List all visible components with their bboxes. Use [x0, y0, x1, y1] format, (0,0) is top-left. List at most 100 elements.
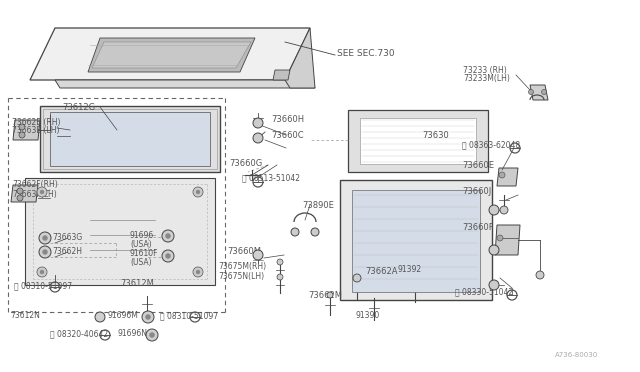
Text: 73660F: 73660F — [462, 224, 493, 232]
Text: 73662M: 73662M — [308, 292, 342, 301]
Text: A736-80030: A736-80030 — [555, 352, 598, 358]
Text: Ⓢ 08513-51042: Ⓢ 08513-51042 — [242, 173, 300, 183]
Circle shape — [40, 270, 44, 274]
Circle shape — [499, 172, 505, 178]
Polygon shape — [30, 28, 310, 80]
Text: (USA): (USA) — [130, 240, 152, 248]
Polygon shape — [273, 70, 290, 80]
Circle shape — [541, 90, 547, 94]
Circle shape — [489, 245, 499, 255]
Circle shape — [37, 267, 47, 277]
Circle shape — [489, 280, 499, 290]
Polygon shape — [285, 28, 315, 88]
Text: 73612N: 73612N — [10, 311, 40, 321]
Polygon shape — [25, 178, 215, 285]
Circle shape — [497, 235, 503, 241]
Circle shape — [253, 118, 263, 128]
Text: 73233M(LH): 73233M(LH) — [463, 74, 510, 83]
Text: 91610F: 91610F — [130, 250, 159, 259]
Text: 73630: 73630 — [422, 131, 449, 140]
Text: 73660J: 73660J — [462, 187, 492, 196]
Circle shape — [19, 132, 25, 138]
Text: 91696N: 91696N — [118, 330, 148, 339]
Text: 73660H: 73660H — [271, 115, 304, 125]
Circle shape — [95, 312, 105, 322]
Text: 73662F(RH): 73662F(RH) — [12, 180, 58, 189]
Circle shape — [529, 90, 534, 94]
Polygon shape — [55, 80, 315, 88]
Polygon shape — [348, 110, 488, 172]
Text: 73675N(LH): 73675N(LH) — [218, 272, 264, 280]
Text: 91390: 91390 — [355, 311, 380, 320]
Text: 73233 (RH): 73233 (RH) — [463, 65, 507, 74]
Polygon shape — [352, 190, 480, 292]
Circle shape — [489, 205, 499, 215]
Circle shape — [253, 250, 263, 260]
Circle shape — [146, 329, 158, 341]
Text: 73663G: 73663G — [52, 232, 83, 241]
Circle shape — [500, 206, 508, 214]
Text: 73890E: 73890E — [302, 201, 334, 209]
Circle shape — [39, 246, 51, 258]
Text: 91696M: 91696M — [108, 311, 139, 321]
Text: 73663F(LH): 73663F(LH) — [12, 189, 57, 199]
Text: Ⓢ 08310-51097: Ⓢ 08310-51097 — [160, 311, 218, 321]
Text: 73662A: 73662A — [365, 267, 397, 276]
Text: 73660E: 73660E — [462, 160, 494, 170]
Circle shape — [166, 253, 170, 259]
Circle shape — [166, 234, 170, 238]
Text: 73675M(RH): 73675M(RH) — [218, 263, 266, 272]
Circle shape — [327, 292, 333, 298]
Circle shape — [291, 228, 299, 236]
Circle shape — [40, 190, 44, 194]
Circle shape — [162, 230, 174, 242]
Polygon shape — [92, 42, 251, 68]
Circle shape — [193, 187, 203, 197]
Circle shape — [162, 250, 174, 262]
Text: Ⓢ 08310-51097: Ⓢ 08310-51097 — [14, 282, 72, 291]
Circle shape — [145, 314, 150, 320]
Circle shape — [277, 259, 283, 265]
Polygon shape — [497, 168, 518, 186]
Text: 73660M: 73660M — [227, 247, 261, 257]
Text: SEE SEC.730: SEE SEC.730 — [337, 48, 395, 58]
Polygon shape — [340, 180, 492, 300]
Text: 73660G: 73660G — [229, 158, 262, 167]
Circle shape — [17, 195, 23, 201]
Circle shape — [353, 274, 361, 282]
Circle shape — [42, 250, 47, 254]
Text: (USA): (USA) — [130, 259, 152, 267]
Text: 73663E (LH): 73663E (LH) — [12, 126, 60, 135]
Circle shape — [142, 311, 154, 323]
Circle shape — [17, 188, 23, 194]
Circle shape — [42, 235, 47, 241]
Circle shape — [39, 232, 51, 244]
Text: 91696: 91696 — [130, 231, 154, 240]
Circle shape — [311, 228, 319, 236]
Polygon shape — [495, 225, 520, 255]
Polygon shape — [50, 112, 210, 166]
Polygon shape — [88, 38, 255, 72]
Circle shape — [536, 271, 544, 279]
Polygon shape — [13, 120, 40, 140]
Text: 73660C: 73660C — [271, 131, 303, 140]
Polygon shape — [530, 85, 548, 100]
Text: 91392: 91392 — [397, 266, 421, 275]
Circle shape — [277, 274, 283, 280]
Circle shape — [253, 133, 263, 143]
Text: 73612M: 73612M — [120, 279, 154, 288]
Text: Ⓢ 08320-40642: Ⓢ 08320-40642 — [50, 330, 108, 339]
Text: Ⓢ 08330-51042: Ⓢ 08330-51042 — [455, 288, 513, 296]
Polygon shape — [360, 118, 476, 164]
Circle shape — [193, 267, 203, 277]
Text: 73662H: 73662H — [52, 247, 82, 257]
Text: 73662E (RH): 73662E (RH) — [12, 118, 61, 126]
Polygon shape — [40, 106, 220, 172]
Circle shape — [150, 333, 154, 337]
Polygon shape — [11, 185, 38, 202]
Text: Ⓢ 08363-62048: Ⓢ 08363-62048 — [462, 141, 520, 150]
Circle shape — [196, 190, 200, 194]
Text: 73612G: 73612G — [62, 103, 95, 112]
Circle shape — [37, 187, 47, 197]
Circle shape — [19, 124, 25, 130]
